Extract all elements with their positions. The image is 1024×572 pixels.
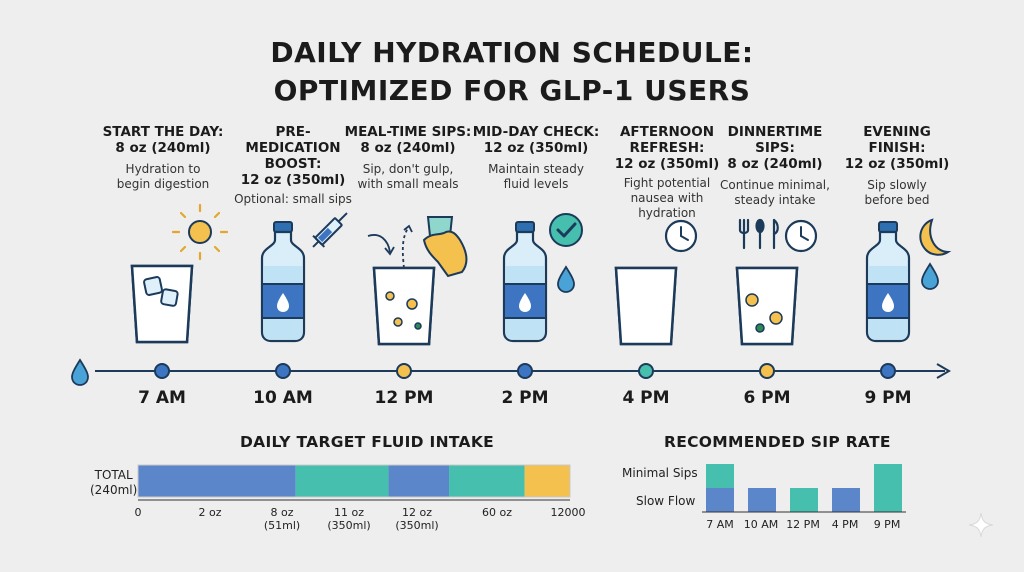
step-description: Sip slowly before bed xyxy=(864,178,930,207)
node-12pm xyxy=(396,363,412,379)
intake-tick: 60 oz xyxy=(482,506,512,519)
glass-with-food-icon xyxy=(735,266,799,346)
time-label-2pm: 2 PM xyxy=(501,388,549,408)
node-9pm xyxy=(880,363,896,379)
intake-bar-outline xyxy=(137,464,571,498)
glass-with-wave-icon xyxy=(614,266,678,346)
step-heading: MEAL-TIME SIPS: 8 oz (240ml) xyxy=(344,124,472,156)
intake-segment xyxy=(295,465,389,497)
intake-bar-chart xyxy=(137,464,571,498)
step-10am: PRE-MEDICATION BOOST: 12 oz (350ml) Opti… xyxy=(229,124,357,207)
page-subtitle: OPTIMIZED FOR GLP-1 USERS xyxy=(273,74,751,107)
intake-tick: 12 oz (350ml) xyxy=(395,506,439,532)
sip-level-label: Minimal Sips xyxy=(622,466,698,480)
intake-title: DAILY TARGET FLUID INTAKE xyxy=(240,433,495,451)
sip-bar xyxy=(832,488,860,512)
step-description: Maintain steady fluid levels xyxy=(488,162,584,191)
timeline-arrow-icon xyxy=(936,363,951,379)
time-label-6pm: 6 PM xyxy=(743,388,791,408)
step-6pm: DINNERTIME SIPS: 8 oz (240ml) Continue m… xyxy=(711,124,839,208)
water-bottle-icon xyxy=(260,220,306,343)
step-heading: AFTERNOON REFRESH: 12 oz (350ml) xyxy=(614,124,720,172)
intake-tick: 0 xyxy=(134,506,142,519)
checkmark-icon xyxy=(549,213,583,247)
step-2pm: MID-DAY CHECK: 12 oz (350ml) Maintain st… xyxy=(472,124,600,192)
intake-segment xyxy=(388,465,450,497)
water-bottle-icon xyxy=(865,220,911,343)
intake-tick: 8 oz (51ml) xyxy=(263,506,301,532)
step-heading: PRE-MEDICATION BOOST: 12 oz (350ml) xyxy=(240,124,346,188)
sip-bar xyxy=(706,464,734,488)
intake-row-label: TOTAL (240ml) xyxy=(90,468,138,497)
water-drop-icon xyxy=(71,359,89,386)
intake-segment xyxy=(524,465,570,497)
step-9pm: EVENING FINISH: 12 oz (350ml) Sip slowly… xyxy=(833,124,961,208)
sip-category-label: 9 PM xyxy=(873,518,901,531)
step-description: Fight potential nausea with hydration xyxy=(623,176,711,220)
step-heading: EVENING FINISH: 12 oz (350ml) xyxy=(844,124,950,172)
time-label-12pm: 12 PM xyxy=(374,388,434,408)
sip-category-label: 7 AM xyxy=(706,518,734,531)
sip-rate-chart xyxy=(706,464,902,512)
time-label-4pm: 4 PM xyxy=(622,388,670,408)
sip-bar xyxy=(748,488,776,512)
arrow-icon xyxy=(367,224,413,269)
node-4pm xyxy=(638,363,654,379)
sun-icon xyxy=(171,203,229,261)
node-7am xyxy=(154,363,170,379)
timeline-nodes xyxy=(154,363,896,379)
step-heading: MID-DAY CHECK: 12 oz (350ml) xyxy=(472,124,600,156)
step-description: Sip, don't gulp, with small meals xyxy=(357,162,459,191)
sip-bar xyxy=(874,464,902,512)
time-label-10am: 10 AM xyxy=(253,388,313,408)
sip-rate-title: RECOMMENDED SIP RATE xyxy=(664,433,891,451)
hand-holding-glass-icon xyxy=(422,216,468,278)
step-description: Continue minimal, steady intake xyxy=(720,178,830,207)
intake-segment xyxy=(449,465,525,497)
glass-with-food-icon xyxy=(372,266,436,346)
water-bottle-icon xyxy=(502,220,548,343)
step-description: Optional: small sips xyxy=(234,192,352,206)
moon-icon xyxy=(919,218,952,256)
node-2pm xyxy=(517,363,533,379)
step-4pm: AFTERNOON REFRESH: 12 oz (350ml) Fight p… xyxy=(603,124,731,221)
sip-category-label: 12 PM xyxy=(786,518,820,531)
step-description: Hydration to begin digestion xyxy=(116,162,210,191)
sip-category-label: 10 AM xyxy=(743,518,779,531)
sip-bar xyxy=(706,488,734,512)
water-drop-icon xyxy=(557,266,575,293)
intake-tick: 12000 xyxy=(550,506,586,519)
glass-with-ice-icon xyxy=(130,264,194,344)
sip-level-label: Slow Flow xyxy=(636,494,696,508)
step-7am: START THE DAY: 8 oz (240ml) Hydration to… xyxy=(99,124,227,192)
utensils-icon xyxy=(738,218,779,250)
intake-tick: 2 oz xyxy=(198,506,222,519)
time-label-9pm: 9 PM xyxy=(864,388,912,408)
step-heading: DINNERTIME SIPS: 8 oz (240ml) xyxy=(727,124,823,172)
page-title: DAILY HYDRATION SCHEDULE: xyxy=(270,36,754,69)
intake-tick: 11 oz (350ml) xyxy=(327,506,371,532)
sip-bar xyxy=(790,488,818,512)
intake-segment xyxy=(138,465,296,497)
syringe-icon xyxy=(312,212,348,248)
water-drop-icon xyxy=(921,263,939,290)
node-10am xyxy=(275,363,291,379)
sip-category-label: 4 PM xyxy=(831,518,859,531)
clock-icon xyxy=(664,219,698,253)
time-label-7am: 7 AM xyxy=(138,388,186,408)
sparkle-icon xyxy=(968,512,994,538)
step-12pm: MEAL-TIME SIPS: 8 oz (240ml) Sip, don't … xyxy=(344,124,472,192)
step-heading: START THE DAY: 8 oz (240ml) xyxy=(102,124,224,156)
clock-icon xyxy=(784,219,818,253)
node-6pm xyxy=(759,363,775,379)
